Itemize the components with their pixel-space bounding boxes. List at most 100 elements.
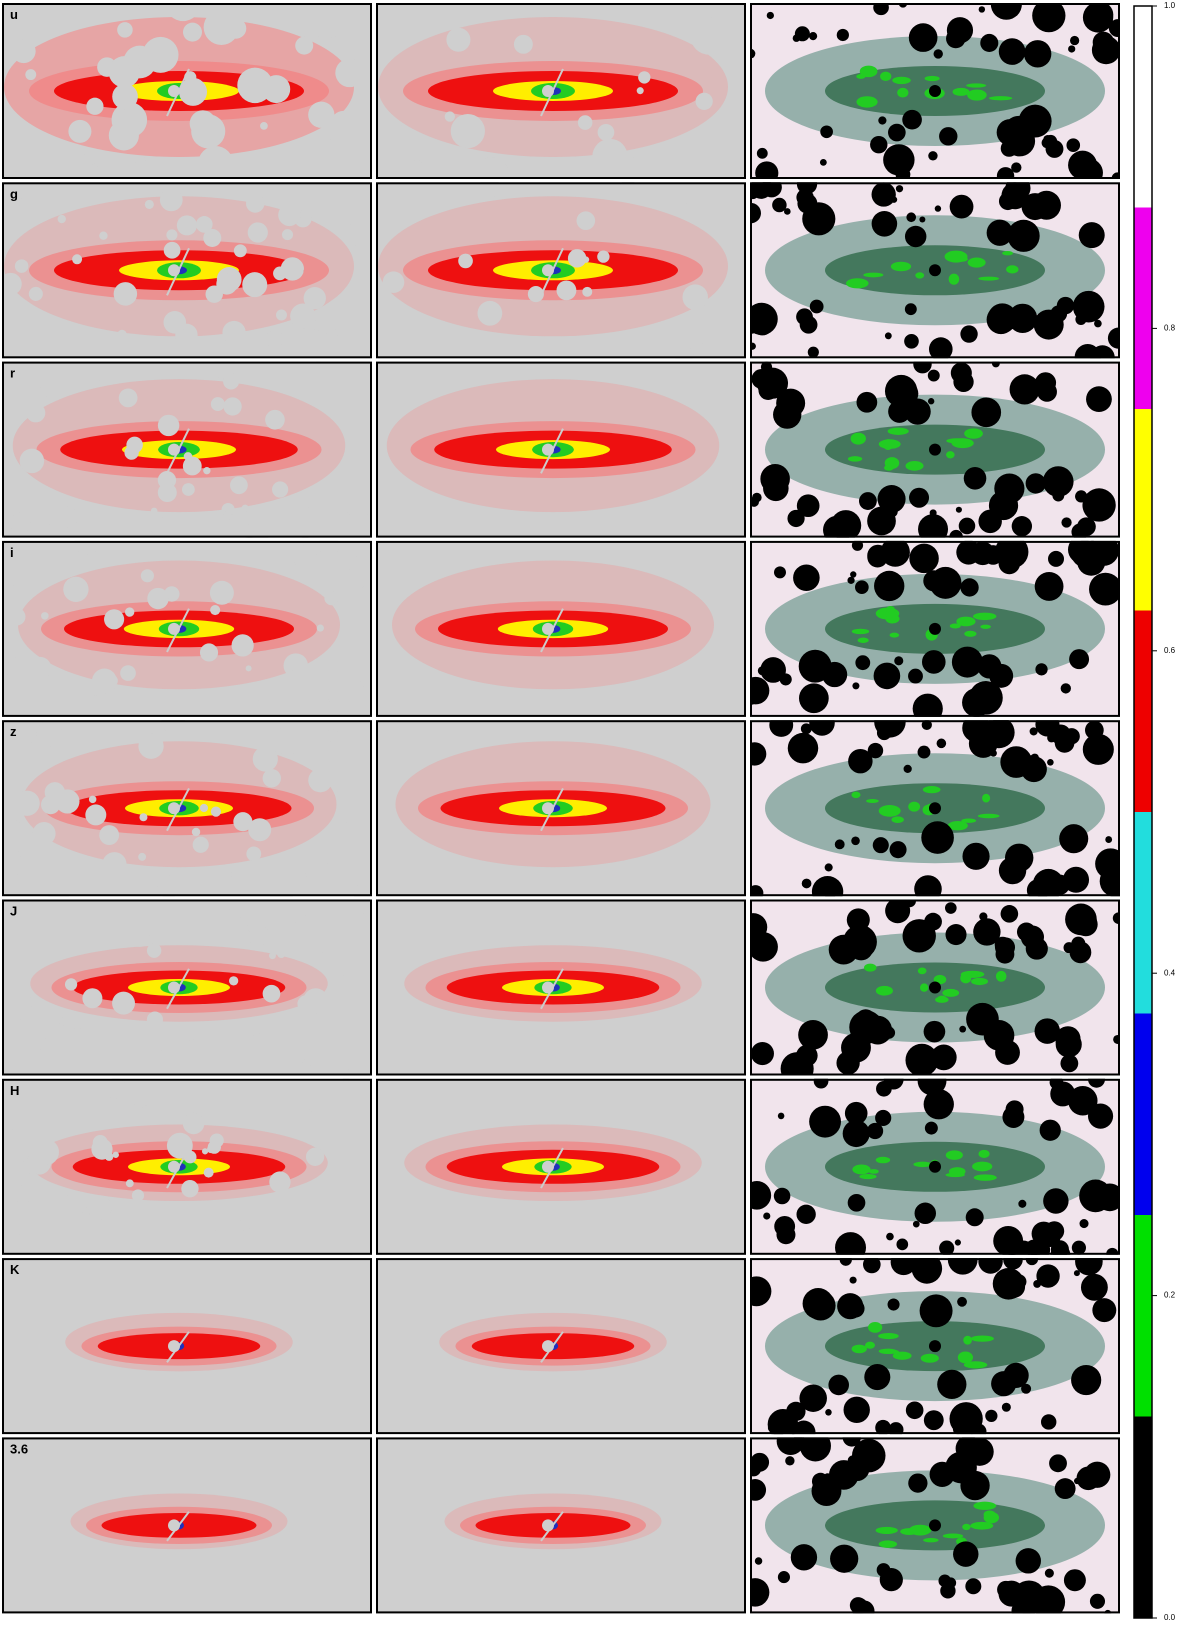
mask bbox=[556, 280, 577, 301]
mask bbox=[876, 1080, 892, 1097]
mask bbox=[903, 764, 912, 773]
mask bbox=[763, 1212, 771, 1220]
mask bbox=[444, 111, 455, 122]
mask bbox=[582, 286, 593, 297]
panel-frame bbox=[376, 540, 746, 717]
mask bbox=[1065, 903, 1097, 936]
panel-frame bbox=[376, 182, 746, 359]
mask bbox=[165, 3, 201, 22]
panel-frame bbox=[2, 1078, 372, 1255]
green-patch bbox=[852, 1164, 871, 1175]
mask bbox=[1020, 756, 1047, 783]
mask bbox=[308, 768, 333, 793]
colorbar-segment bbox=[1134, 6, 1152, 208]
mask bbox=[996, 167, 1015, 179]
mask bbox=[271, 1062, 285, 1076]
panel-image bbox=[750, 361, 1120, 538]
mask bbox=[867, 506, 896, 536]
green-patch bbox=[908, 801, 921, 812]
panel-image bbox=[2, 540, 372, 717]
mask bbox=[1005, 182, 1031, 201]
mask bbox=[55, 789, 80, 814]
mask bbox=[888, 123, 906, 142]
mask bbox=[797, 193, 818, 214]
mask bbox=[203, 1167, 214, 1178]
mask bbox=[1035, 663, 1048, 676]
mask bbox=[750, 202, 761, 224]
mask bbox=[85, 804, 107, 826]
mask bbox=[750, 1276, 772, 1307]
mask bbox=[1092, 31, 1115, 53]
mask bbox=[842, 1437, 861, 1447]
mask bbox=[919, 216, 926, 223]
mask-core bbox=[929, 622, 941, 635]
mask bbox=[280, 741, 295, 757]
mask bbox=[243, 525, 251, 533]
mask bbox=[823, 884, 837, 897]
mask bbox=[1047, 758, 1054, 766]
mask bbox=[1099, 51, 1108, 59]
mask bbox=[289, 13, 312, 36]
mask bbox=[772, 197, 787, 213]
mask bbox=[1018, 1199, 1027, 1208]
mask bbox=[921, 650, 946, 674]
mask bbox=[182, 456, 202, 476]
mask bbox=[754, 1557, 763, 1565]
green-patch bbox=[892, 76, 911, 85]
panel-image bbox=[2, 182, 372, 359]
mask bbox=[247, 222, 268, 243]
mask bbox=[945, 924, 967, 946]
mask bbox=[756, 147, 768, 159]
mask bbox=[793, 564, 820, 592]
panel-image bbox=[376, 1437, 746, 1614]
panel-image bbox=[750, 1258, 1120, 1435]
mask bbox=[750, 342, 756, 350]
mask bbox=[878, 116, 887, 125]
mask bbox=[597, 123, 615, 141]
panel-image bbox=[2, 1437, 372, 1614]
mask bbox=[750, 753, 759, 765]
green-patch bbox=[885, 614, 900, 624]
mask bbox=[805, 1290, 836, 1321]
mask bbox=[1084, 736, 1102, 754]
mask bbox=[998, 1580, 1025, 1607]
green-patch bbox=[977, 813, 1000, 819]
mask bbox=[277, 949, 286, 959]
mask bbox=[834, 839, 845, 850]
mask bbox=[245, 194, 265, 213]
mask bbox=[842, 1120, 870, 1148]
mask bbox=[880, 540, 910, 567]
band-label: r bbox=[10, 366, 15, 381]
green-patch bbox=[878, 439, 901, 449]
mask bbox=[700, 341, 716, 357]
mask bbox=[182, 1112, 205, 1135]
mask bbox=[966, 1002, 999, 1036]
mask bbox=[1080, 1273, 1108, 1301]
band-label: 3.6 bbox=[10, 1441, 28, 1456]
mask bbox=[995, 1040, 1020, 1065]
mask bbox=[796, 1044, 818, 1067]
mask bbox=[99, 231, 108, 240]
mask bbox=[105, 1078, 127, 1100]
mask bbox=[320, 364, 333, 377]
mask bbox=[157, 483, 177, 503]
green-patch bbox=[964, 630, 977, 637]
mask bbox=[798, 649, 832, 683]
mask bbox=[695, 92, 713, 110]
mask bbox=[750, 1181, 772, 1210]
mask bbox=[904, 225, 927, 248]
mask bbox=[229, 476, 248, 495]
mask bbox=[950, 362, 972, 384]
panel-image bbox=[750, 182, 1120, 359]
mask bbox=[1113, 1034, 1120, 1044]
mask bbox=[2, 272, 22, 296]
mask bbox=[1068, 45, 1076, 53]
mask bbox=[1035, 372, 1057, 394]
mask bbox=[929, 1260, 937, 1269]
mask bbox=[998, 38, 1026, 65]
mask bbox=[46, 916, 69, 939]
panel-frame bbox=[376, 720, 746, 897]
mask bbox=[446, 27, 471, 52]
panel-image bbox=[376, 899, 746, 1076]
mask bbox=[750, 932, 778, 962]
